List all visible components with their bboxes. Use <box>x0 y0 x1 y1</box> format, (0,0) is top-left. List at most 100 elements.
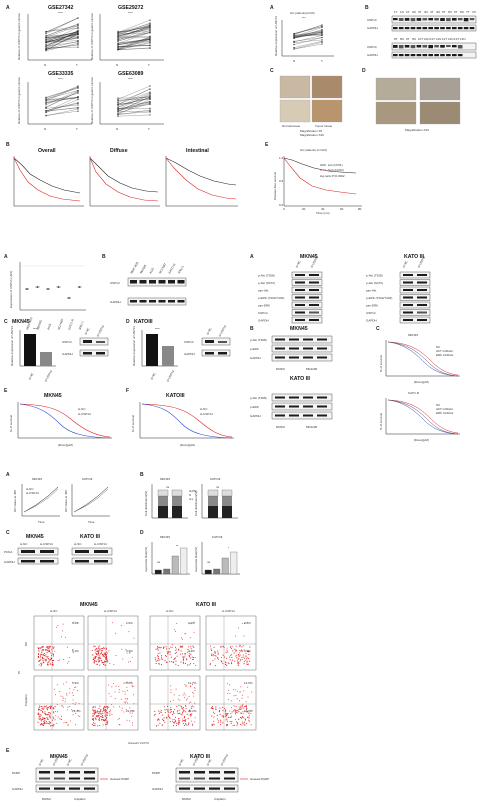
flow-event <box>170 707 172 709</box>
sample-label: 4T <box>430 10 434 14</box>
flow-event <box>157 649 159 651</box>
pair-dot <box>293 48 295 50</box>
flow-event <box>178 695 180 697</box>
band <box>303 414 313 417</box>
flow-event <box>109 709 111 711</box>
blot-strip <box>271 411 333 420</box>
flow-event <box>231 659 234 661</box>
flow-event <box>37 654 39 656</box>
flow-event <box>175 663 177 665</box>
band-gapdh <box>446 54 451 57</box>
flow-event <box>58 659 60 661</box>
flow-event <box>175 660 177 662</box>
flow-event <box>38 664 40 666</box>
fig3-d-sig-0: ns <box>157 560 161 564</box>
flow-event <box>44 719 46 722</box>
flow-event <box>166 653 168 655</box>
pair-line <box>45 24 79 37</box>
flow-event <box>173 694 175 696</box>
pair-line <box>117 19 151 33</box>
band <box>295 319 305 321</box>
flow-event <box>172 710 174 712</box>
cell-label: KATO III <box>167 263 176 275</box>
flow-event <box>239 706 242 708</box>
fig1-d-img-2 <box>419 77 461 101</box>
pair-dot <box>45 110 47 112</box>
band <box>295 304 305 306</box>
flow-event <box>174 657 177 659</box>
band-usp14 <box>452 18 457 21</box>
flow-event <box>95 718 97 720</box>
band-gapdh <box>410 27 416 30</box>
pair-dot <box>117 109 119 111</box>
fig2-d-xlabel-nc: si-NC <box>149 371 157 380</box>
flow-event <box>106 714 108 717</box>
flow-event <box>106 723 108 725</box>
flow-event <box>98 719 100 721</box>
flow-event <box>93 661 95 663</box>
flow-event <box>181 707 183 709</box>
fig3-c-band-gapdh-1 <box>40 560 54 563</box>
flow-event <box>238 658 240 660</box>
protein-label: USP14 <box>366 311 376 315</box>
flow-event <box>193 692 195 694</box>
flow-event <box>107 652 109 654</box>
fig3-b-sig-1: ns <box>166 485 170 489</box>
fig3-b-legend-g1: G1 <box>189 497 193 501</box>
flow-event <box>99 724 101 727</box>
flow-event <box>241 646 243 648</box>
fig2-i-label: C <box>376 326 380 332</box>
flow-event <box>186 713 188 715</box>
fig2-b-blot-gapdh <box>127 297 187 306</box>
flow-event <box>227 693 229 695</box>
flow-event <box>60 705 62 707</box>
flow-event <box>42 723 44 725</box>
flow-event <box>107 711 109 713</box>
flow-event <box>250 724 252 726</box>
flow-event <box>133 703 135 705</box>
flow-event <box>48 714 50 716</box>
flow-event <box>167 652 169 654</box>
flow-event <box>180 646 182 648</box>
fig3-b-ylabel-1: Cell distribution(%) <box>144 491 148 516</box>
flow-event <box>215 706 217 708</box>
flow-event <box>133 637 135 639</box>
flow-event <box>129 707 131 709</box>
apoptosis-bar <box>221 557 229 575</box>
pair-line <box>117 91 151 105</box>
flow-event <box>194 687 196 689</box>
fig3-d-ylabel-2: Apoptosis Rate(%) <box>194 547 198 572</box>
flow-event <box>181 714 183 716</box>
flow-event <box>94 706 96 708</box>
flow-event <box>184 654 186 656</box>
flow-event <box>191 713 193 715</box>
flow-event <box>105 660 107 662</box>
flow-event <box>241 717 243 719</box>
pair-line <box>117 99 151 115</box>
pair-dot <box>77 104 79 106</box>
fig2-c-band-usp14-nc <box>83 340 92 343</box>
flow-event <box>40 719 42 721</box>
flow-event <box>190 663 192 665</box>
flow-event <box>103 660 106 662</box>
flow-event <box>45 655 47 658</box>
pair-line <box>117 27 151 41</box>
pair-line <box>45 96 79 112</box>
sample-label: 5N <box>448 10 452 14</box>
flow-event <box>106 716 108 718</box>
fig1-c-mag2: Magnification X20 <box>300 133 324 137</box>
flow-event <box>226 647 228 649</box>
flow-event <box>106 712 108 714</box>
flow-event <box>242 722 244 724</box>
fig2-e-curve-si <box>19 403 111 439</box>
pair-dot <box>321 24 323 26</box>
flow-event <box>44 722 46 724</box>
fig2-i-curve1-nc <box>387 341 459 376</box>
flow-event <box>235 706 237 708</box>
flow-event <box>226 724 229 726</box>
flow-event <box>212 708 214 710</box>
band <box>317 405 327 408</box>
flow-event <box>72 652 74 654</box>
flow-event <box>220 719 222 721</box>
fig2-i-ylabel-2: % of survival <box>379 413 383 430</box>
